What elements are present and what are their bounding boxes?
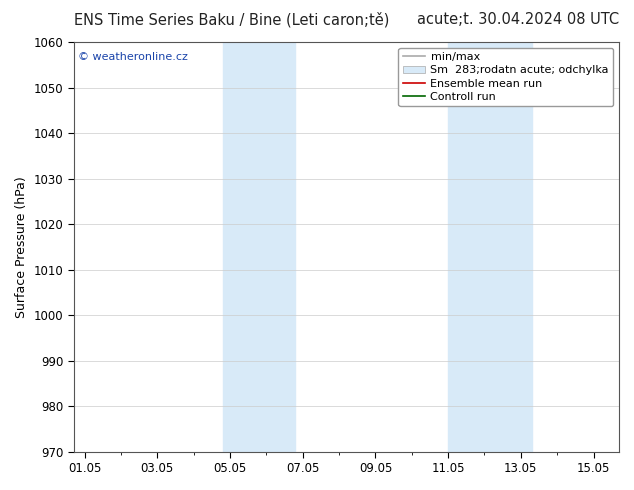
- Bar: [223, 42, 295, 452]
- Y-axis label: Surface Pressure (hPa): Surface Pressure (hPa): [15, 176, 28, 318]
- Bar: [448, 42, 532, 452]
- Text: ENS Time Series Baku / Bine (Leti caron;tě): ENS Time Series Baku / Bine (Leti caron;…: [74, 12, 389, 27]
- Legend: min/max, Sm  283;rodatn acute; odchylka, Ensemble mean run, Controll run: min/max, Sm 283;rodatn acute; odchylka, …: [398, 48, 614, 106]
- Text: © weatheronline.cz: © weatheronline.cz: [78, 52, 188, 62]
- Text: acute;t. 30.04.2024 08 UTC: acute;t. 30.04.2024 08 UTC: [417, 12, 619, 27]
